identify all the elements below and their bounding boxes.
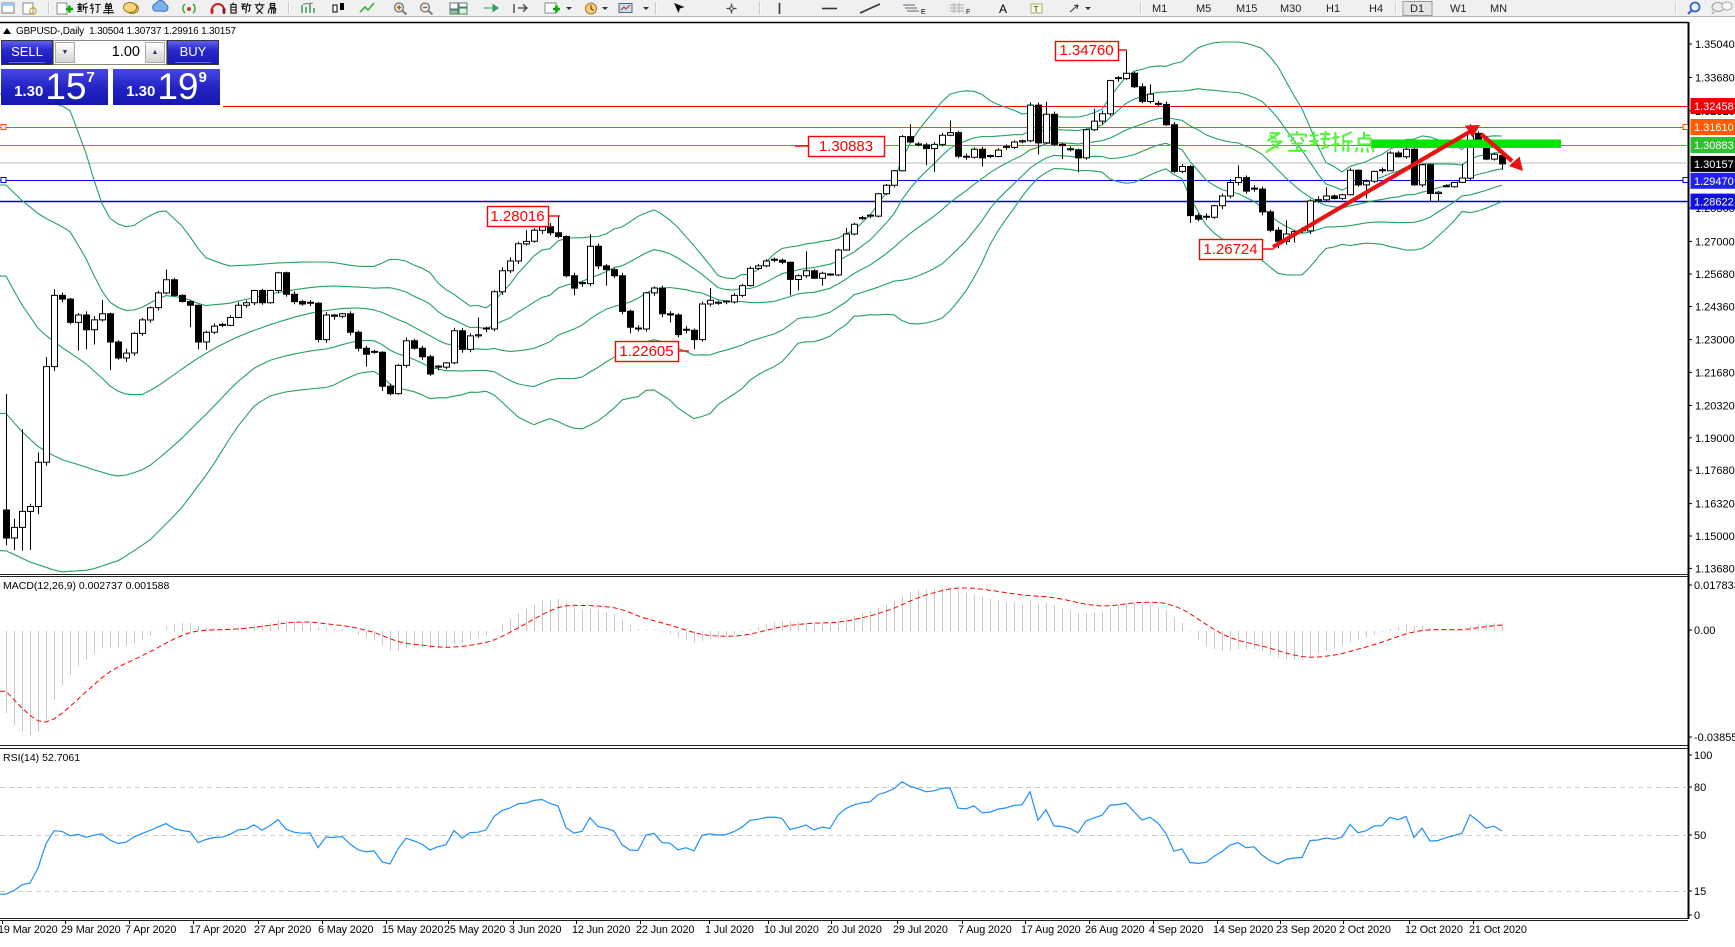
svg-text:0: 0	[1694, 910, 1700, 922]
svg-text:0.00: 0.00	[1694, 625, 1715, 637]
svg-text:1.24360: 1.24360	[1695, 302, 1735, 314]
svg-text:1.35040: 1.35040	[1695, 39, 1735, 51]
svg-text:1.34760: 1.34760	[1059, 42, 1113, 59]
svg-text:M15: M15	[1236, 3, 1257, 15]
svg-text:W1: W1	[1450, 3, 1467, 15]
svg-text:GBPUSD-,Daily 1.30504 1.30737: GBPUSD-,Daily 1.30504 1.30737 1.29916 1.…	[16, 26, 236, 37]
svg-text:E: E	[921, 9, 926, 16]
svg-text:12 Jun 2020: 12 Jun 2020	[572, 924, 630, 936]
svg-text:1.20320: 1.20320	[1695, 400, 1735, 412]
svg-text:7 Aug 2020: 7 Aug 2020	[958, 924, 1012, 936]
svg-text:RSI(14) 52.7061: RSI(14) 52.7061	[3, 752, 80, 764]
svg-text:1.13680: 1.13680	[1695, 563, 1735, 575]
svg-text:1.28016: 1.28016	[490, 208, 544, 225]
svg-text:80: 80	[1694, 782, 1706, 794]
svg-text:H4: H4	[1369, 3, 1383, 15]
svg-text:17 Aug 2020: 17 Aug 2020	[1021, 924, 1081, 936]
svg-text:F: F	[966, 9, 970, 16]
svg-text:1.16320: 1.16320	[1695, 499, 1735, 511]
svg-text:50: 50	[1694, 830, 1706, 842]
svg-text:26 Aug 2020: 26 Aug 2020	[1085, 924, 1145, 936]
svg-text:21 Oct 2020: 21 Oct 2020	[1469, 924, 1527, 936]
svg-text:1.25680: 1.25680	[1695, 269, 1735, 281]
svg-text:12 Oct 2020: 12 Oct 2020	[1405, 924, 1463, 936]
svg-text:1.30157: 1.30157	[1694, 159, 1734, 171]
svg-text:100: 100	[1694, 750, 1712, 762]
svg-text:29 Mar 2020: 29 Mar 2020	[61, 924, 121, 936]
svg-text:1.15000: 1.15000	[1695, 531, 1735, 543]
svg-text:27 Apr 2020: 27 Apr 2020	[254, 924, 311, 936]
svg-text:1.32458: 1.32458	[1694, 101, 1734, 113]
svg-text:T: T	[1034, 4, 1039, 14]
svg-text:1.27000: 1.27000	[1695, 236, 1735, 248]
svg-text:1.19000: 1.19000	[1695, 433, 1735, 445]
svg-text:1 Jul 2020: 1 Jul 2020	[705, 924, 754, 936]
svg-text:17 Apr 2020: 17 Apr 2020	[189, 924, 246, 936]
svg-text:15: 15	[1694, 886, 1706, 898]
svg-text:1.29470: 1.29470	[1694, 176, 1734, 188]
svg-text:7 Apr 2020: 7 Apr 2020	[125, 924, 176, 936]
svg-text:1.31610: 1.31610	[1694, 122, 1734, 134]
svg-text:M1: M1	[1152, 3, 1167, 15]
svg-text:-0.038559: -0.038559	[1694, 732, 1735, 744]
svg-text:29 Jul 2020: 29 Jul 2020	[893, 924, 948, 936]
svg-text:23 Sep 2020: 23 Sep 2020	[1276, 924, 1336, 936]
svg-text:1.23000: 1.23000	[1695, 335, 1735, 347]
svg-text:14 Sep 2020: 14 Sep 2020	[1213, 924, 1273, 936]
svg-text:1.33680: 1.33680	[1695, 72, 1735, 84]
svg-text:1.28622: 1.28622	[1694, 197, 1734, 209]
svg-text:6 May 2020: 6 May 2020	[318, 924, 374, 936]
svg-text:M5: M5	[1196, 3, 1211, 15]
svg-text:1.30883: 1.30883	[1694, 140, 1734, 152]
svg-text:0.017833: 0.017833	[1694, 580, 1735, 592]
svg-text:25 May 2020: 25 May 2020	[444, 924, 505, 936]
svg-text:D1: D1	[1410, 3, 1424, 15]
svg-text:2 Oct 2020: 2 Oct 2020	[1339, 924, 1391, 936]
svg-text:1.30883: 1.30883	[819, 138, 873, 155]
svg-text:A: A	[999, 2, 1007, 16]
svg-text:MACD(12,26,9) 0.002737 0.00158: MACD(12,26,9) 0.002737 0.001588	[3, 580, 170, 592]
svg-text:1.21680: 1.21680	[1695, 367, 1735, 379]
svg-text:19 Mar 2020: 19 Mar 2020	[0, 924, 58, 936]
svg-text:1.17680: 1.17680	[1695, 465, 1735, 477]
svg-text:H1: H1	[1326, 3, 1340, 15]
svg-text:MN: MN	[1490, 3, 1507, 15]
svg-text:1.22605: 1.22605	[619, 343, 673, 360]
svg-text:3 Jun 2020: 3 Jun 2020	[509, 924, 562, 936]
svg-text:1.26724: 1.26724	[1203, 241, 1257, 258]
svg-text:15 May 2020: 15 May 2020	[382, 924, 443, 936]
svg-text:M30: M30	[1280, 3, 1301, 15]
svg-text:4 Sep 2020: 4 Sep 2020	[1149, 924, 1203, 936]
svg-text:20 Jul 2020: 20 Jul 2020	[827, 924, 882, 936]
svg-text:10 Jul 2020: 10 Jul 2020	[764, 924, 819, 936]
svg-text:22 Jun 2020: 22 Jun 2020	[636, 924, 694, 936]
